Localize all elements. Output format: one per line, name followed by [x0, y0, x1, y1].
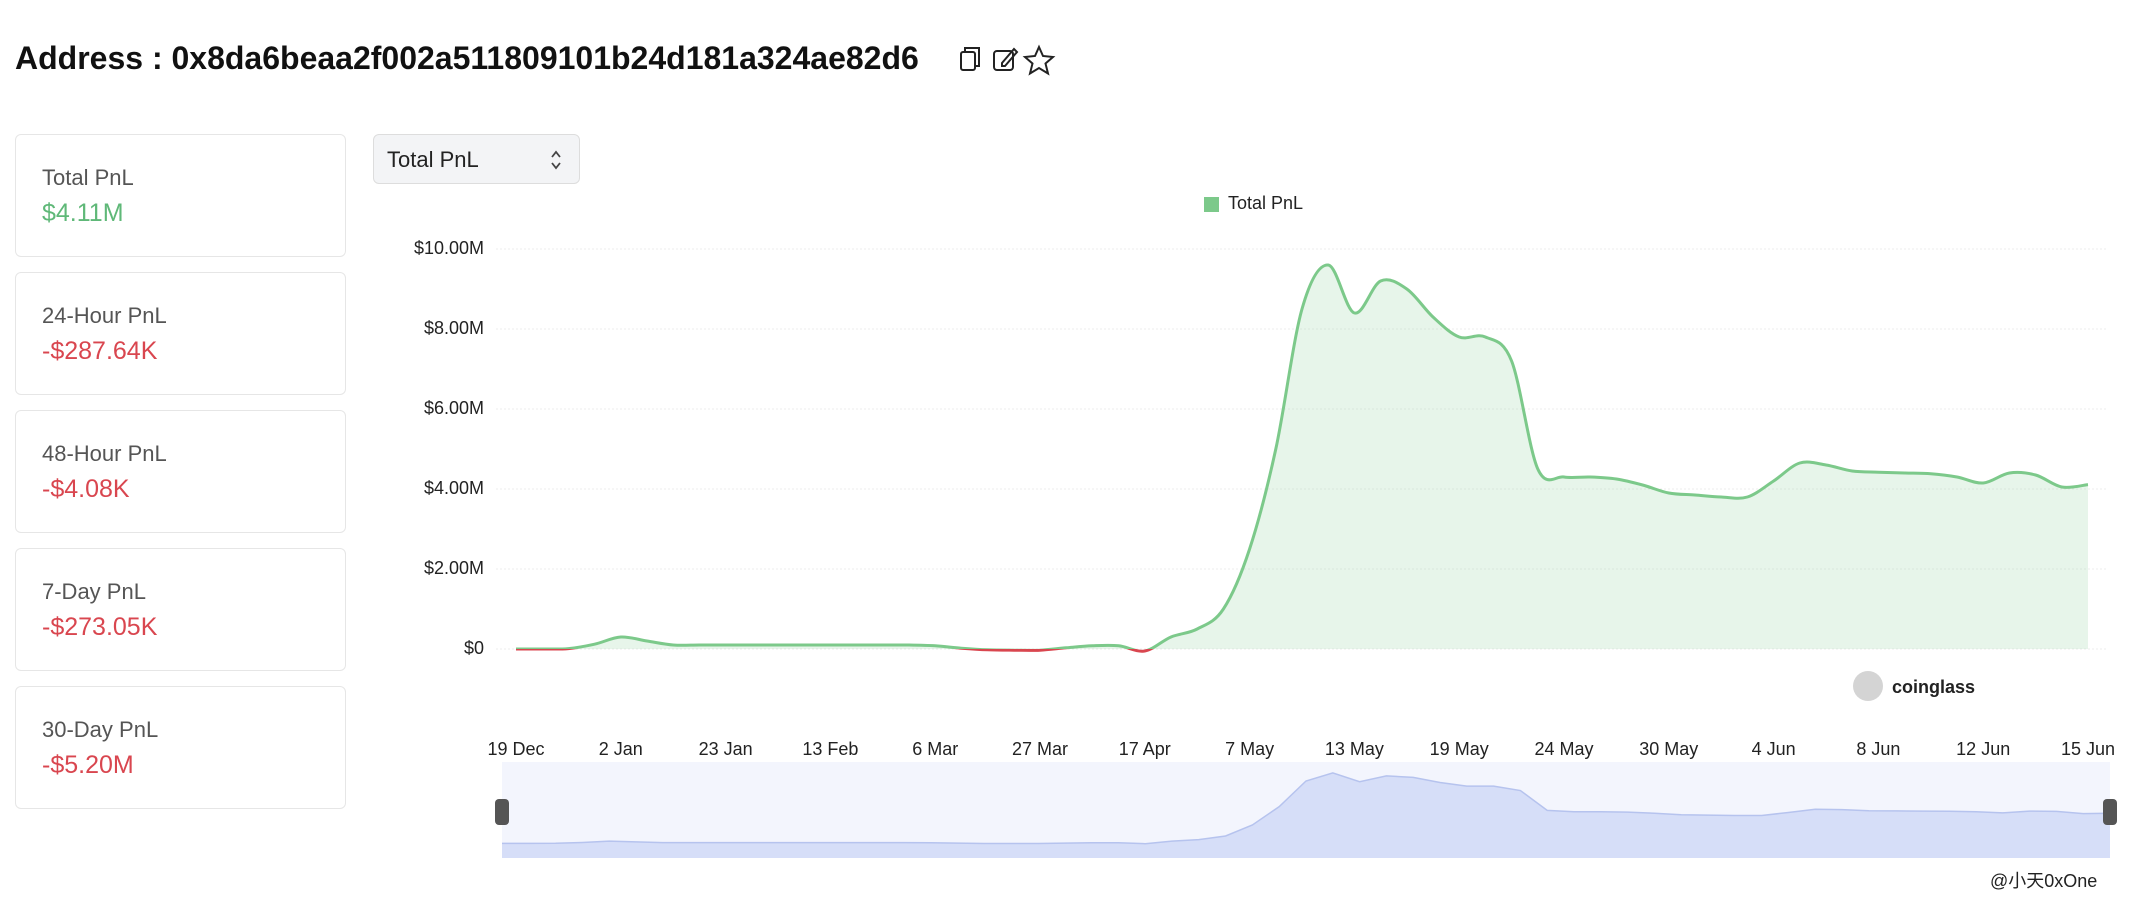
x-tick-label: 8 Jun — [1856, 739, 1900, 759]
legend-label: Total PnL — [1228, 193, 1303, 213]
card-value: -$4.08K — [42, 475, 130, 503]
x-tick-label: 2 Jan — [599, 739, 643, 759]
x-tick-label: 13 Feb — [802, 739, 858, 759]
x-tick-label: 24 May — [1534, 739, 1593, 759]
y-tick-label: $8.00M — [424, 318, 484, 338]
credit-watermark: @小天0xOne — [1990, 871, 2097, 891]
brand-watermark: coinglass — [1892, 677, 1975, 697]
card-value: $4.11M — [42, 199, 124, 227]
card-label: 7-Day PnL — [42, 579, 146, 604]
minimap-line — [502, 772, 2111, 845]
legend-swatch — [1204, 197, 1219, 212]
x-tick-label: 4 Jun — [1752, 739, 1796, 759]
pnl-card: 30-Day PnL -$5.20M — [15, 686, 346, 809]
card-label: 48-Hour PnL — [42, 441, 167, 466]
x-tick-label: 23 Jan — [699, 739, 753, 759]
title-icons — [960, 44, 1056, 76]
select-label: Total PnL — [387, 147, 479, 172]
pnl-card: 7-Day PnL -$273.05K — [15, 548, 346, 671]
x-tick-label: 7 May — [1225, 739, 1274, 759]
metric-select[interactable]: Total PnL — [373, 134, 580, 184]
x-tick-label: 19 May — [1430, 739, 1489, 759]
card-value: -$287.64K — [42, 337, 158, 365]
y-tick-label: $0 — [464, 638, 484, 658]
x-tick-label: 15 Jun — [2061, 739, 2115, 759]
pnl-card: Total PnL $4.11M — [15, 134, 346, 257]
x-tick-label: 6 Mar — [912, 739, 958, 759]
copy-icon[interactable] — [960, 47, 980, 71]
page-title: Address : 0x8da6beaa2f002a511809101b24d1… — [15, 40, 919, 76]
card-label: 24-Hour PnL — [42, 303, 167, 328]
pnl-card: 24-Hour PnL -$287.64K — [15, 272, 346, 395]
minimap-area — [502, 772, 2110, 858]
card-value: -$273.05K — [42, 613, 158, 641]
star-icon[interactable] — [1022, 44, 1056, 76]
card-label: 30-Day PnL — [42, 717, 159, 742]
y-tick-label: $2.00M — [424, 558, 484, 578]
pnl-card: 48-Hour PnL -$4.08K — [15, 410, 346, 533]
y-tick-label: $6.00M — [424, 398, 484, 418]
x-tick-label: 30 May — [1639, 739, 1698, 759]
brand-logo — [1853, 671, 1883, 701]
x-tick-label: 12 Jun — [1956, 739, 2010, 759]
select-arrows — [551, 150, 561, 170]
x-tick-label: 17 Apr — [1119, 739, 1171, 759]
x-tick-label: 13 May — [1325, 739, 1384, 759]
y-tick-label: $10.00M — [414, 238, 484, 258]
line — [516, 263, 2089, 649]
y-tick-label: $4.00M — [424, 478, 484, 498]
x-tick-label: 27 Mar — [1012, 739, 1068, 759]
x-tick-label: 19 Dec — [487, 739, 544, 759]
minimap-handle[interactable] — [2103, 799, 2117, 825]
area — [516, 264, 2088, 649]
minimap-handle[interactable] — [495, 799, 509, 825]
edit-icon[interactable] — [993, 47, 1019, 71]
card-value: -$5.20M — [42, 751, 134, 779]
card-label: Total PnL — [42, 165, 134, 190]
